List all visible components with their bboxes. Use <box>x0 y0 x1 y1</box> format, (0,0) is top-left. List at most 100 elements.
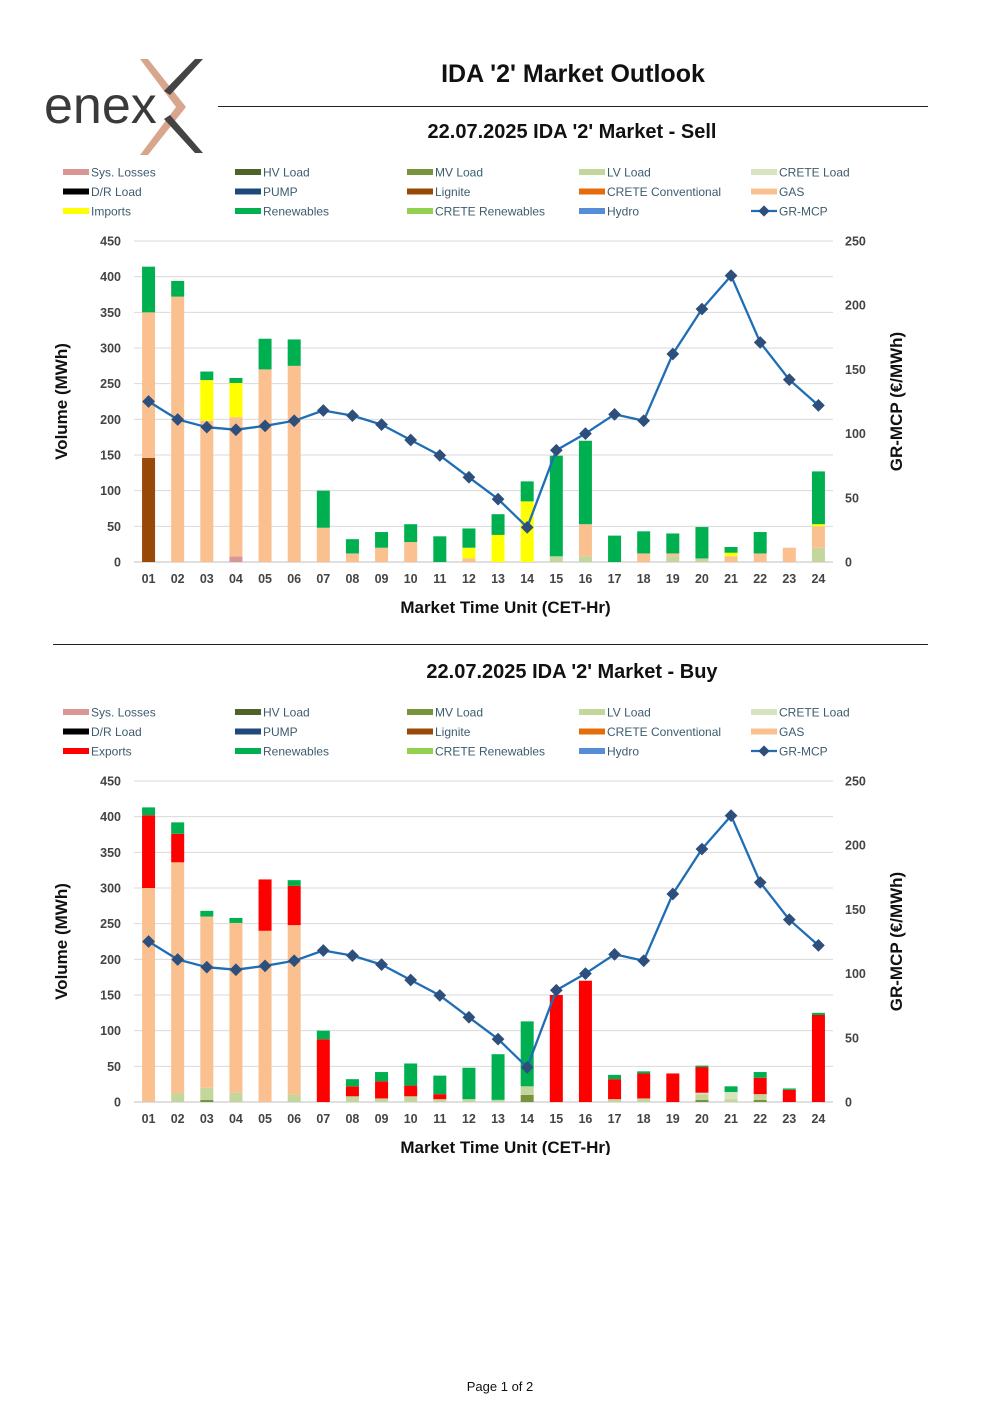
legend-item-hv-load: HV Load <box>235 706 310 720</box>
bar-gas-06 <box>287 925 301 1095</box>
bar-exports-19 <box>666 1073 680 1102</box>
bar-imports-13 <box>491 534 505 562</box>
bar-lv-load-12 <box>462 1099 476 1102</box>
legend-label-pump: PUMP <box>263 725 298 739</box>
bar-renewables-02 <box>171 280 185 297</box>
gr-mcp-point-18 <box>637 414 651 428</box>
gr-mcp-point-04 <box>229 423 243 437</box>
legend-item-pump: PUMP <box>235 725 298 739</box>
gr-mcp-point-03 <box>200 420 214 434</box>
x-tick-label: 05 <box>258 572 272 586</box>
bar-renewables-18 <box>637 1071 651 1074</box>
legend-label-hv-load: HV Load <box>263 166 310 180</box>
legend-item-crete-conventional: CRETE Conventional <box>579 725 721 739</box>
x-tick-label: 07 <box>316 1112 330 1126</box>
bar-mv-load-14 <box>520 1094 534 1102</box>
x-tick-label: 10 <box>404 1112 418 1126</box>
gr-mcp-point-09 <box>375 418 388 431</box>
legend-swatch-sys-losses <box>63 169 89 175</box>
x-tick-label: 18 <box>637 1112 651 1126</box>
logo-x-stroke <box>164 59 203 95</box>
legend-swatch-exports <box>63 748 89 754</box>
bar-lv-load-14 <box>520 1086 534 1095</box>
legend-label-exports: Exports <box>91 745 132 759</box>
bar-lv-load-24 <box>811 547 825 562</box>
bar-lv-load-10 <box>404 1096 418 1102</box>
bar-renewables-13 <box>491 514 505 535</box>
x-tick-label: 09 <box>375 1112 389 1126</box>
legend-item-renewables: Renewables <box>235 745 329 759</box>
x-tick-label: 10 <box>404 572 418 586</box>
y-tick-label: 350 <box>100 846 121 860</box>
x-tick-label: 20 <box>695 572 709 586</box>
legend-label-mv-load: MV Load <box>435 166 483 180</box>
bar-exports-08 <box>345 1086 359 1097</box>
gr-mcp-point-07 <box>316 944 330 957</box>
bar-gas-07 <box>316 527 330 562</box>
y2-tick-label: 0 <box>845 556 852 570</box>
x-tick-label: 14 <box>520 572 534 586</box>
sell-chart: 22.07.2025 IDA '2' Market - Sell Sys. Los… <box>52 121 906 617</box>
y-tick-label: 150 <box>100 989 121 1003</box>
legend-label-renewables: Renewables <box>263 745 329 759</box>
bar-lv-load-20 <box>695 558 709 562</box>
x-tick-label: 21 <box>724 1112 738 1126</box>
x-tick-label: 16 <box>578 572 592 586</box>
bar-lv-load-02 <box>171 1093 185 1102</box>
section-divider <box>53 644 928 646</box>
bar-renewables-24 <box>811 1012 825 1015</box>
y2-tick-label: 50 <box>845 1031 859 1045</box>
x-tick-label: 06 <box>287 572 301 586</box>
x-tick-label: 02 <box>171 1112 185 1126</box>
bar-renewables-22 <box>753 1072 767 1078</box>
bar-exports-11 <box>433 1094 447 1100</box>
y2-tick-label: 150 <box>845 363 866 377</box>
legend-item-lv-load: LV Load <box>579 166 651 180</box>
bar-gas-03 <box>200 916 214 1088</box>
bar-renewables-11 <box>433 536 447 562</box>
x-axis-title: Market Time Unit (CET-Hr) <box>400 1138 610 1155</box>
y-tick-label: 0 <box>114 1096 121 1110</box>
legend-swatch-d-r-load <box>63 728 89 735</box>
enex-logo: enex <box>44 59 203 155</box>
legend-marker-gr-mcp <box>758 205 770 217</box>
gr-mcp-point-19 <box>666 887 680 901</box>
legend-label-lignite: Lignite <box>435 725 471 739</box>
bar-gas-12 <box>462 558 476 562</box>
legend-label-gas: GAS <box>779 185 804 199</box>
bar-lv-load-09 <box>375 1098 389 1102</box>
bar-gas-24 <box>811 526 825 548</box>
legend-label-imports: Imports <box>91 205 131 219</box>
buy-chart: 22.07.2025 IDA '2' Market - Buy Sys. Loss… <box>52 661 906 1155</box>
bar-lignite-01 <box>142 457 156 562</box>
x-tick-label: 07 <box>316 572 330 586</box>
legend-label-hydro: Hydro <box>607 205 639 219</box>
legend-item-crete-conventional: CRETE Conventional <box>579 185 721 199</box>
y2-tick-label: 0 <box>845 1096 852 1110</box>
bar-renewables-04 <box>229 377 243 383</box>
bar-lv-load-20 <box>695 1094 709 1100</box>
gr-mcp-point-12 <box>462 1010 476 1024</box>
gr-mcp-point-12 <box>462 470 476 484</box>
legend-label-gr-mcp: GR-MCP <box>779 205 828 219</box>
y-tick-label: 50 <box>107 520 121 534</box>
legend-label-lv-load: LV Load <box>607 706 651 720</box>
bar-gas-18 <box>637 553 651 562</box>
bar-gas-05 <box>258 369 272 562</box>
bar-lv-load-17 <box>608 1099 622 1102</box>
legend-label-gas: GAS <box>779 725 804 739</box>
x-tick-label: 22 <box>753 572 767 586</box>
legend-item-hydro: Hydro <box>579 205 639 219</box>
legend-label-crete-conventional: CRETE Conventional <box>607 725 721 739</box>
bar-mv-load-03 <box>200 1099 214 1102</box>
bar-lv-load-03 <box>200 1087 214 1100</box>
bar-renewables-10 <box>404 1063 418 1086</box>
bar-exports-01 <box>142 815 156 888</box>
x-tick-label: 23 <box>782 1112 796 1126</box>
bar-exports-10 <box>404 1085 418 1097</box>
x-tick-label: 18 <box>637 572 651 586</box>
legend-swatch-imports <box>63 208 89 214</box>
bar-gas-16 <box>578 524 592 557</box>
bar-lv-load-21 <box>724 1099 738 1102</box>
legend-label-crete-conventional: CRETE Conventional <box>607 185 721 199</box>
